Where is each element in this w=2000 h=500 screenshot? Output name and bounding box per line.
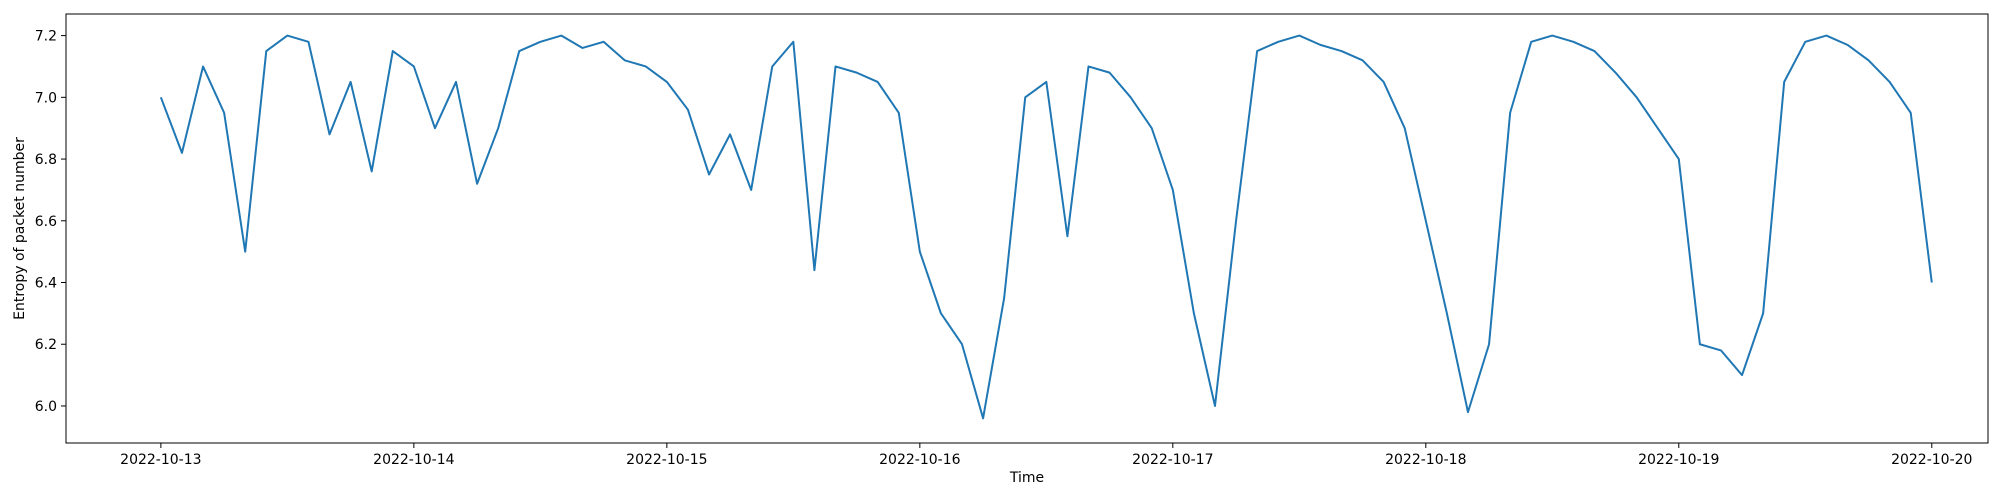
axes: 2022-10-13 2022-10-14 2022-10-15 2022-10-16… [35,13,1989,468]
axes-frame [65,13,1989,444]
x-tick-label: 2022-10-14 [373,452,454,468]
y-tick-label: 7.2 [35,29,57,45]
plot-area [159,34,1933,420]
x-tick-label: 2022-10-19 [1638,452,1719,468]
y-tick-label: 6.4 [35,276,57,292]
y-tick-label: 6.0 [35,399,57,415]
y-tick-label: 6.8 [35,152,57,168]
x-tick-label: 2022-10-16 [879,452,960,468]
x-tick-label: 2022-10-20 [1891,452,1972,468]
series-line [159,34,1933,420]
y-tick-label: 7.0 [35,90,57,106]
y-tick-label: 6.6 [35,214,57,230]
y-tick-label: 6.2 [35,337,57,353]
y-axis-label: Entropy of packet number [12,137,28,320]
x-tick-label: 2022-10-13 [120,452,201,468]
x-tick-label: 2022-10-15 [626,452,707,468]
x-tick-label: 2022-10-18 [1385,452,1466,468]
x-axis-label: Time [1009,470,1044,486]
x-tick-label: 2022-10-17 [1132,452,1213,468]
